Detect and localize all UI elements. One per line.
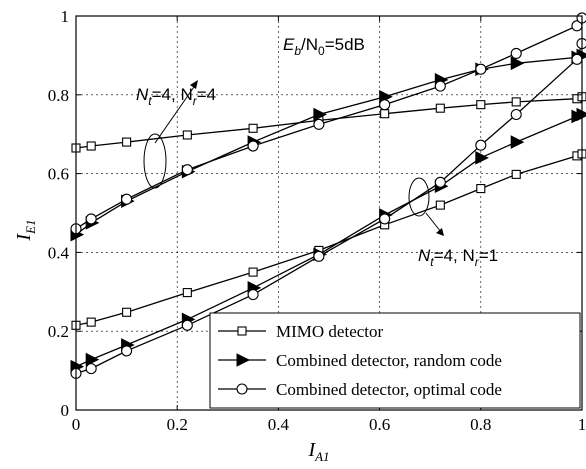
legend: MIMO detector Combined detector, random c…	[209, 312, 581, 409]
data-point	[510, 47, 522, 59]
data-point	[182, 130, 192, 140]
y-tick-label: 0.6	[48, 165, 69, 184]
series-line	[75, 54, 583, 236]
data-point	[86, 317, 96, 327]
data-point	[248, 123, 258, 133]
data-point	[510, 56, 525, 71]
data-point	[85, 213, 97, 225]
data-point	[313, 107, 327, 122]
legend-marker	[236, 353, 251, 367]
series-3	[70, 12, 586, 235]
series-layer	[70, 12, 586, 379]
y-tick-label: 0	[61, 401, 70, 420]
legend-item: Combined detector, optimal code	[218, 380, 502, 399]
group-41-label: Nt=4, Nr=1	[418, 246, 498, 269]
legend-marker	[237, 326, 247, 336]
data-point	[511, 97, 521, 107]
series-line	[75, 17, 583, 230]
data-point	[476, 100, 486, 110]
group-44-ellipse	[143, 133, 167, 189]
group-41-arrow	[425, 212, 442, 233]
x-tick-label: 1	[578, 415, 586, 434]
legend-item: MIMO detector	[218, 322, 384, 341]
x-tick-label: 0	[72, 415, 81, 434]
x-tick-label: 0.8	[470, 415, 491, 434]
data-point	[475, 151, 489, 165]
data-point	[181, 319, 193, 331]
data-point	[379, 213, 391, 225]
y-tick-label: 1	[61, 7, 70, 26]
series-line	[75, 43, 583, 375]
group-44-arrowhead	[190, 80, 198, 89]
legend-label: Combined detector, optimal code	[276, 380, 502, 399]
data-point	[85, 363, 97, 375]
data-point	[248, 267, 258, 277]
data-point	[247, 140, 259, 152]
data-point	[313, 118, 325, 130]
x-tick-label: 0.6	[369, 415, 390, 434]
x-tick-label: 0.2	[167, 415, 188, 434]
data-point	[510, 135, 525, 149]
y-axis-label: IE1	[13, 219, 38, 241]
data-point	[86, 141, 96, 151]
group-44-label: Nt=4, Nr=4	[136, 85, 216, 108]
x-axis-label: IA1	[307, 439, 329, 464]
data-point	[182, 288, 192, 298]
group-41-ellipse	[408, 177, 430, 217]
data-point	[435, 103, 445, 113]
data-point	[313, 250, 325, 262]
data-point	[247, 289, 259, 301]
annotation-group-41: Nt=4, Nr=1	[408, 177, 498, 269]
data-point	[510, 108, 522, 121]
data-point	[121, 345, 133, 357]
data-point	[434, 176, 446, 188]
y-tick-label: 0.8	[48, 86, 69, 105]
legend-box	[209, 312, 581, 409]
data-point	[181, 164, 193, 176]
y-tick-label: 0.2	[48, 322, 69, 341]
data-point	[571, 53, 583, 65]
snr-annotation: Eb/N0=5dB	[283, 35, 365, 58]
legend-label: MIMO detector	[276, 322, 384, 341]
group-41-arrowhead	[436, 228, 444, 236]
series-line	[75, 96, 583, 149]
data-point	[434, 80, 446, 92]
data-point	[379, 99, 391, 111]
plot-frame	[75, 15, 583, 411]
data-point	[511, 169, 521, 179]
data-point	[122, 307, 132, 317]
data-point	[85, 352, 100, 367]
x-tick-label: 0.4	[268, 415, 290, 434]
axis-ticks: 0 0.2 0.4 0.6 0.8 1 0 0.2 0.4 0.6 0.8 1	[48, 7, 586, 434]
legend-marker	[236, 383, 248, 395]
series-line	[75, 113, 583, 368]
data-point	[380, 109, 390, 119]
data-point	[476, 184, 486, 194]
legend-item: Combined detector, random code	[218, 351, 502, 370]
group-44-arrow	[154, 83, 197, 144]
annotation-group-44: Nt=4, Nr=4	[136, 80, 216, 189]
data-point	[475, 139, 487, 151]
data-point	[122, 137, 132, 147]
y-tick-label: 0.4	[48, 243, 70, 262]
data-point	[435, 200, 445, 210]
data-point	[475, 63, 487, 75]
data-point	[121, 193, 133, 205]
legend-label: Combined detector, random code	[276, 351, 502, 370]
